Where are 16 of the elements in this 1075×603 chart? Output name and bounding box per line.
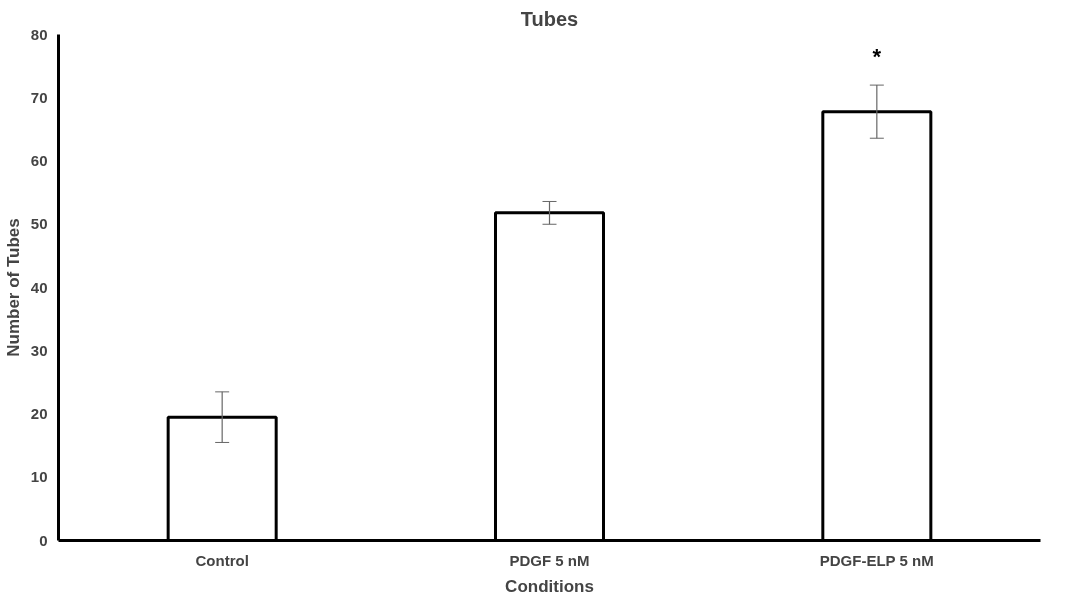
y-tick-label: 0 (39, 531, 48, 549)
y-tick-label: 40 (30, 278, 48, 296)
x-axis-title: Conditions (505, 576, 594, 596)
y-tick-label: 80 (30, 25, 48, 43)
x-tick-label: PDGF 5 nM (509, 551, 590, 569)
y-tick-label: 50 (30, 215, 48, 233)
x-tick-label: PDGF-ELP 5 nM (819, 551, 934, 569)
chart-title: Tubes (520, 7, 579, 30)
y-tick-label: 10 (30, 468, 48, 486)
y-tick-label: 70 (30, 88, 48, 106)
y-tick-label: 60 (30, 152, 48, 169)
y-tick-label: 30 (30, 341, 48, 359)
y-axis-title: Number of Tubes (3, 218, 23, 357)
y-tick-label: 20 (30, 405, 48, 422)
annotation: * (872, 44, 882, 70)
x-tick-label: Control (195, 551, 249, 569)
